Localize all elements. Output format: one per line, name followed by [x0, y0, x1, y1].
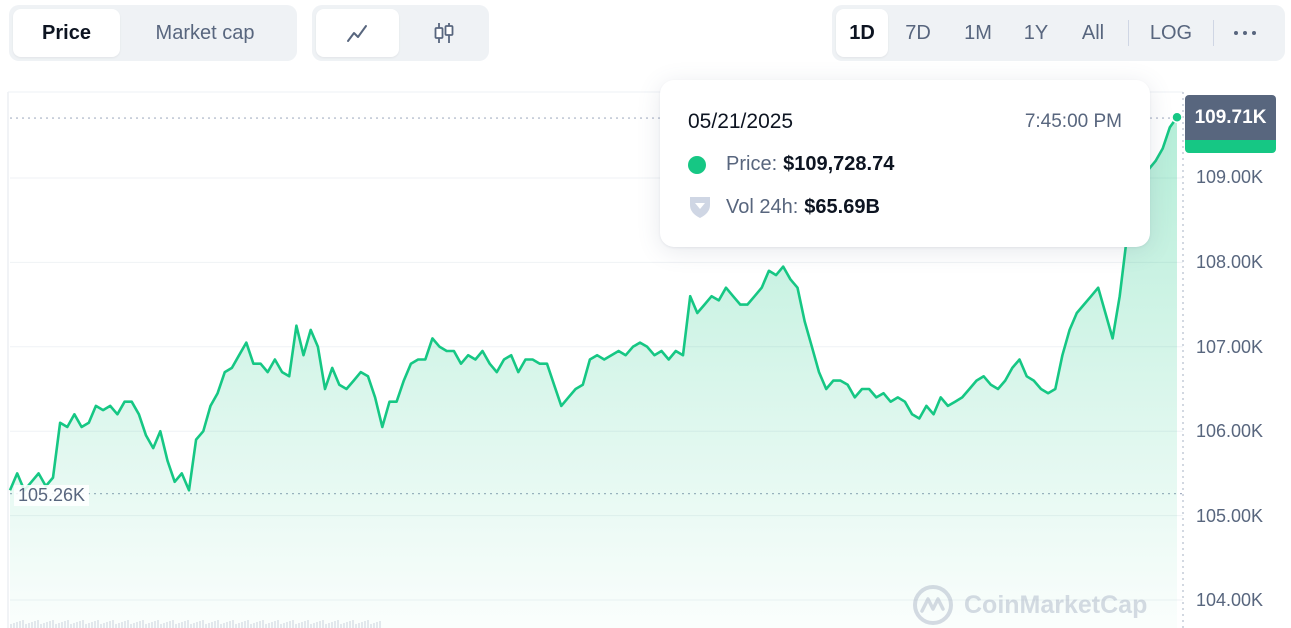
open-price-label: 105.26K [14, 485, 90, 506]
current-price-value: 109.71K [1185, 95, 1276, 140]
tooltip-price-value: $109,728.74 [783, 153, 895, 175]
range-all-button[interactable]: All [1081, 21, 1105, 44]
toolbar-divider [1128, 20, 1129, 46]
toolbar-divider [1213, 20, 1214, 46]
price-dot-icon [688, 155, 706, 174]
line-chart-icon [347, 25, 368, 42]
current-price-point [1171, 111, 1183, 123]
y-tick-label: 107.00K [1196, 337, 1264, 357]
current-price-tag: 109.71K [1185, 95, 1276, 153]
line-chart-button[interactable] [316, 9, 399, 57]
tooltip-volume-value: $65.69B [804, 195, 880, 218]
price-change-indicator [1185, 140, 1276, 153]
tooltip-volume-row: Vol 24h: $65.69B [688, 194, 880, 220]
tooltip-price-label: Price: [726, 153, 778, 175]
y-tick-label: 106.00K [1196, 421, 1264, 441]
coinmarketcap-watermark: CoinMarketCap [912, 584, 1147, 626]
watermark-text: CoinMarketCap [964, 590, 1148, 619]
chart-tooltip: 05/21/2025 7:45:00 PM Price: $109,728.74… [660, 80, 1150, 247]
y-tick-label: 109.00K [1196, 167, 1264, 187]
range-1m-button[interactable]: 1M [964, 21, 992, 44]
range-toggle: 1D 7D 1M 1Y All LOG [832, 5, 1285, 61]
volume-shield-icon [690, 197, 710, 218]
tooltip-date: 05/21/2025 [688, 110, 794, 133]
candlestick-icon [434, 23, 454, 43]
tab-market-cap[interactable]: Market cap [155, 21, 255, 44]
y-tick-label: 105.00K [1196, 506, 1264, 526]
log-scale-button[interactable]: LOG [1149, 21, 1193, 44]
price-area-fill [10, 117, 1177, 628]
more-options-button[interactable] [1220, 9, 1270, 57]
more-dots-icon [1234, 31, 1256, 35]
tooltip-price-row: Price: $109,728.74 [688, 153, 894, 176]
y-tick-label: 104.00K [1196, 590, 1264, 610]
price-series-line [8, 116, 1179, 492]
chart-type-toggle [312, 5, 489, 61]
tab-price[interactable]: Price [13, 9, 120, 57]
tooltip-time: 7:45:00 PM [1024, 111, 1122, 132]
candlestick-button[interactable] [403, 9, 486, 57]
range-1y-button[interactable]: 1Y [1023, 21, 1049, 44]
y-tick-label: 108.00K [1196, 252, 1264, 272]
range-1d-button[interactable]: 1D [836, 9, 888, 57]
coinmarketcap-logo-icon [913, 585, 953, 625]
range-7d-button[interactable]: 7D [905, 21, 931, 44]
metric-toggle: Price Market cap [9, 5, 297, 61]
tooltip-volume-label: Vol 24h: [726, 195, 799, 218]
